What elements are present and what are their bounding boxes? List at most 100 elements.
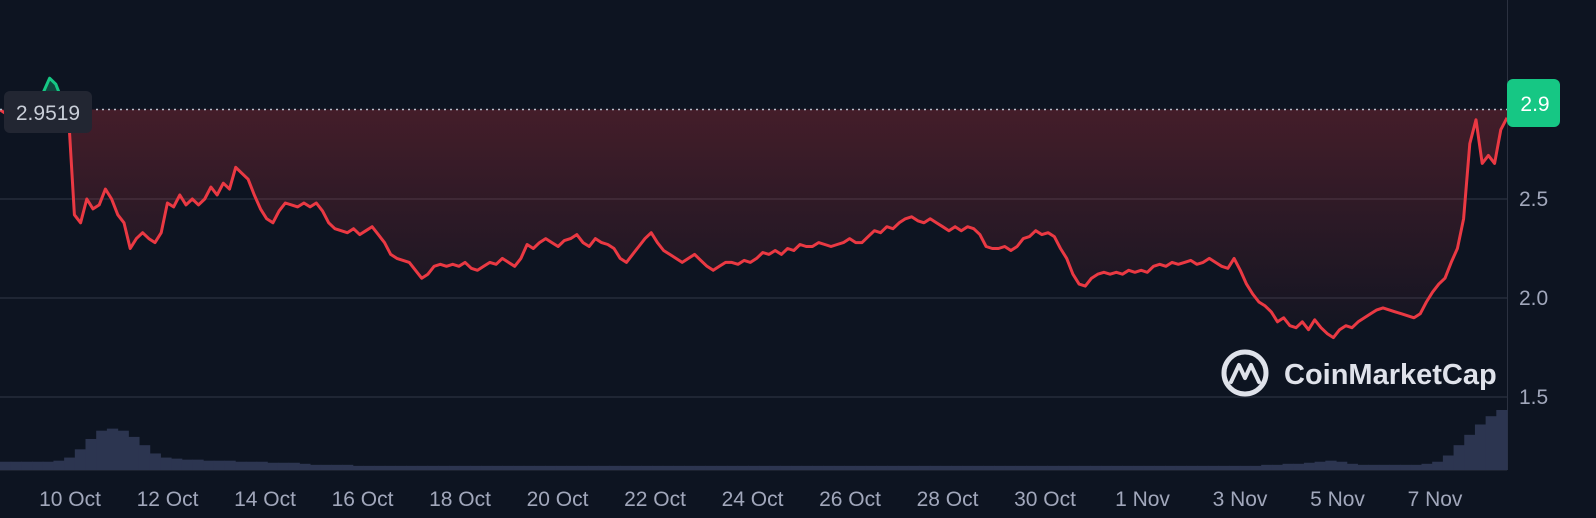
volume-bar bbox=[363, 465, 375, 470]
volume-bar bbox=[1335, 461, 1348, 470]
volume-bar bbox=[320, 464, 332, 470]
y-tick-label: 2.0 bbox=[1519, 287, 1548, 310]
volume-bar bbox=[566, 465, 578, 470]
x-tick-label: 24 Oct bbox=[722, 488, 784, 511]
x-tick-label: 16 Oct bbox=[332, 488, 394, 511]
volume-bar bbox=[203, 460, 215, 470]
volume-bar bbox=[235, 461, 247, 470]
current-price-badge: 2.9 bbox=[1507, 79, 1560, 127]
volume-bar bbox=[822, 465, 835, 470]
volume-bar bbox=[480, 465, 493, 470]
x-tick-label: 22 Oct bbox=[624, 488, 686, 511]
volume-bar bbox=[1047, 465, 1059, 470]
volume-bar bbox=[1186, 465, 1198, 470]
volume-bar bbox=[42, 461, 55, 470]
volume-bar bbox=[96, 430, 108, 470]
volume-bar bbox=[10, 461, 22, 470]
volume-bar bbox=[641, 465, 653, 470]
volume-bars bbox=[0, 410, 1508, 470]
volume-bar bbox=[1357, 464, 1369, 470]
volume-bar bbox=[21, 461, 33, 470]
volume-bar bbox=[299, 463, 311, 470]
volume-bar bbox=[1282, 463, 1294, 470]
volume-bar bbox=[256, 461, 268, 470]
x-tick-label: 14 Oct bbox=[234, 488, 296, 511]
x-tick-label: 18 Oct bbox=[429, 488, 491, 511]
volume-bar bbox=[384, 465, 397, 470]
volume-bar bbox=[459, 465, 471, 470]
volume-bar bbox=[961, 465, 974, 470]
volume-bar bbox=[983, 465, 995, 470]
volume-bar bbox=[630, 465, 642, 470]
volume-bar bbox=[1111, 465, 1123, 470]
volume-bar bbox=[737, 465, 749, 470]
volume-bar bbox=[1164, 465, 1177, 470]
reference-price-badge: 2.9519 bbox=[4, 91, 92, 133]
volume-bar bbox=[1079, 465, 1091, 470]
x-tick-label: 20 Oct bbox=[527, 488, 589, 511]
volume-bar bbox=[1090, 465, 1102, 470]
x-tick-label: 26 Oct bbox=[819, 488, 881, 511]
volume-bar bbox=[1421, 463, 1433, 470]
volume-bar bbox=[1100, 465, 1113, 470]
y-axis: 1.5 2.0 2.5 bbox=[1519, 188, 1548, 409]
volume-bar bbox=[587, 465, 600, 470]
volume-bar bbox=[545, 465, 557, 470]
volume-bar bbox=[534, 465, 546, 470]
volume-bar bbox=[181, 459, 193, 470]
volume-bar bbox=[352, 465, 364, 470]
volume-bar bbox=[1368, 464, 1380, 470]
x-tick-label: 7 Nov bbox=[1408, 488, 1463, 511]
volume-bar bbox=[192, 459, 204, 470]
volume-bar bbox=[1314, 461, 1326, 470]
volume-bar bbox=[470, 465, 482, 470]
volume-bar bbox=[609, 465, 621, 470]
x-tick-label: 3 Nov bbox=[1213, 488, 1268, 511]
volume-bar bbox=[427, 465, 439, 470]
volume-bar bbox=[32, 461, 44, 470]
volume-bar bbox=[1229, 465, 1241, 470]
coinmarketcap-logo-icon bbox=[1221, 349, 1269, 397]
volume-bar bbox=[117, 430, 129, 470]
x-tick-label: 10 Oct bbox=[39, 488, 101, 511]
volume-bar bbox=[855, 465, 867, 470]
volume-bar bbox=[1293, 463, 1305, 470]
volume-bar bbox=[1218, 465, 1230, 470]
volume-bar bbox=[128, 436, 140, 470]
volume-bar bbox=[897, 465, 910, 470]
volume-bar bbox=[673, 465, 685, 470]
volume-bar bbox=[491, 465, 503, 470]
volume-bar bbox=[1058, 465, 1070, 470]
price-line-below-reference bbox=[0, 109, 1509, 340]
volume-bar bbox=[64, 457, 76, 470]
volume-bar bbox=[694, 465, 707, 470]
volume-bar bbox=[0, 461, 12, 470]
current-price-label: 2.9 bbox=[1520, 93, 1549, 116]
volume-bar bbox=[1143, 465, 1155, 470]
volume-bar bbox=[940, 465, 952, 470]
volume-bar bbox=[1496, 410, 1508, 470]
volume-bar bbox=[1026, 465, 1038, 470]
watermark: CoinMarketCap bbox=[1221, 349, 1497, 397]
volume-bar bbox=[887, 465, 899, 470]
volume-bar bbox=[1464, 434, 1476, 470]
volume-bar bbox=[1261, 464, 1273, 470]
volume-bar bbox=[1474, 424, 1487, 470]
x-axis: 10 Oct 12 Oct 14 Oct 16 Oct 18 Oct 20 Oct 22 O… bbox=[39, 488, 1463, 511]
x-tick-label: 5 Nov bbox=[1310, 488, 1365, 511]
volume-bar bbox=[716, 465, 728, 470]
volume-bar bbox=[812, 465, 824, 470]
volume-bar bbox=[769, 465, 781, 470]
volume-bar bbox=[1250, 465, 1262, 470]
volume-bar bbox=[395, 465, 407, 470]
volume-bar bbox=[74, 449, 87, 470]
volume-bar bbox=[1036, 465, 1049, 470]
volume-bar bbox=[224, 460, 236, 470]
volume-bar bbox=[1442, 455, 1455, 470]
volume-bar bbox=[651, 465, 664, 470]
volume-bar bbox=[1378, 464, 1391, 470]
volume-bar bbox=[1410, 464, 1423, 470]
volume-bar bbox=[245, 461, 258, 470]
volume-bar bbox=[53, 460, 65, 470]
